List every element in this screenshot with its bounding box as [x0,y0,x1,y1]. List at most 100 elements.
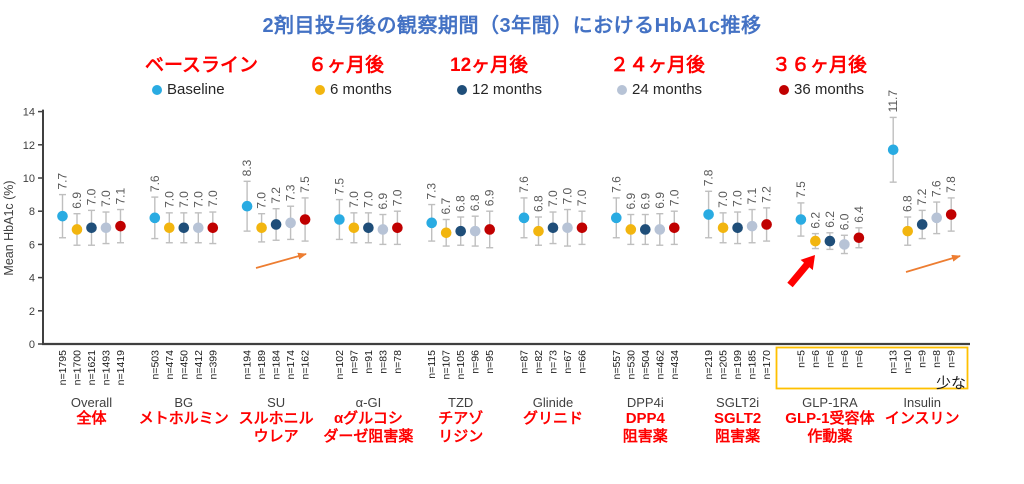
value-label: 6.8 [454,195,468,212]
group-label-jp: ダーゼ阻害薬 [323,427,413,445]
data-point [299,214,311,225]
value-label: 7.8 [702,169,716,186]
value-label: 7.0 [561,188,575,205]
data-point [193,222,204,234]
y-axis-title: Mean HbA1c (%) [2,180,16,275]
value-label: 7.1 [114,188,128,205]
y-tick-label: 0 [29,339,35,351]
value-label: 7.0 [206,190,220,207]
highlight-arrow-glp1ra [787,255,815,288]
n-count-label: n=6 [824,350,836,368]
n-count-label: n=66 [577,350,589,374]
value-label: 11.7 [886,90,900,113]
value-label: 6.8 [901,195,915,212]
n-count-label: n=199 [732,350,744,380]
n-count-label: n=189 [256,350,268,380]
data-point [625,224,637,235]
data-point [241,200,253,212]
n-count-label: n=474 [164,350,176,380]
value-label: 6.8 [468,194,482,211]
y-tick-label: 2 [29,306,35,318]
group-label-jp: メトホルミン [139,410,229,427]
n-count-label: n=174 [285,350,297,380]
value-label: 7.6 [930,180,944,197]
group-label-jp: 阻害薬 [623,427,668,445]
group-label-en: BG [174,395,193,410]
n-count-label: n=9 [917,350,929,368]
group-label-jp: 阻害薬 [715,427,760,445]
value-label: 7.5 [794,181,808,198]
n-count-label: n=504 [640,350,652,380]
n-count-label: n=399 [207,350,219,380]
data-point [887,144,899,156]
note-clip-mask [977,345,1024,395]
n-count-label: n=96 [470,350,482,374]
n-count-label: n=82 [533,350,545,374]
n-count-label: n=219 [703,350,715,380]
data-point [518,212,530,224]
data-point [484,224,496,235]
data-point [178,222,190,234]
value-label: 7.0 [99,190,113,207]
n-count-label: n=105 [455,350,467,380]
data-point [654,224,666,235]
y-tick-label: 12 [23,140,35,152]
data-point [562,222,573,234]
n-count-label: n=434 [669,350,681,380]
data-point [853,232,865,244]
value-label: 6.8 [532,195,546,212]
data-point [703,209,714,220]
value-label: 7.5 [332,178,346,195]
group-label-jp: リジン [438,428,483,445]
value-label: 6.2 [808,212,822,229]
legend-series-entry: 36 months [779,81,867,98]
data-point [717,222,729,234]
n-count-label: n=530 [625,350,637,380]
data-point [71,224,83,235]
n-count-label: n=8 [931,350,943,368]
legend-series-label: 24 months [632,81,703,98]
value-label: 7.0 [85,188,99,205]
y-tick-label: 4 [29,273,35,285]
data-point [285,217,296,229]
value-label: 7.0 [575,189,589,206]
value-label: 6.9 [624,193,638,210]
legend-series-label: 36 months [794,81,865,98]
n-count-label: n=6 [853,350,865,368]
value-label: 7.0 [177,191,191,208]
data-point [810,235,821,247]
data-point [669,222,680,234]
value-label: 8.3 [240,159,254,176]
n-count-label: n=170 [761,350,773,380]
n-count-label: n=95 [484,350,496,374]
n-count-label: n=1700 [72,350,84,385]
value-label: 7.2 [269,187,283,204]
data-point [426,217,438,229]
data-point [455,225,467,237]
value-label: 6.7 [439,197,453,214]
group-label-jp: SGLT2 [714,410,761,427]
legend-period-label-jp: ６ヶ月後 [308,55,385,76]
data-point [270,219,282,230]
data-point [576,222,588,234]
low-n-note: 少な [936,375,966,392]
y-tick-label: 8 [29,206,35,218]
value-label: 7.0 [667,189,681,206]
legend-series-entry: 6 months [315,81,392,98]
data-point [149,212,161,224]
group-label-en: GLP-1RA [802,395,858,410]
data-point [640,224,651,235]
value-label: 7.6 [517,176,531,193]
legend-marker-icon [315,84,325,95]
value-label: 7.0 [390,189,404,206]
data-point [377,224,389,235]
data-point [100,222,112,234]
group-label-jp: DPP4 [626,410,666,427]
value-label: 7.0 [162,191,176,208]
n-count-label: n=73 [548,350,560,374]
data-point [761,219,772,230]
y-tick-label: 10 [23,173,35,185]
data-point [86,222,97,234]
